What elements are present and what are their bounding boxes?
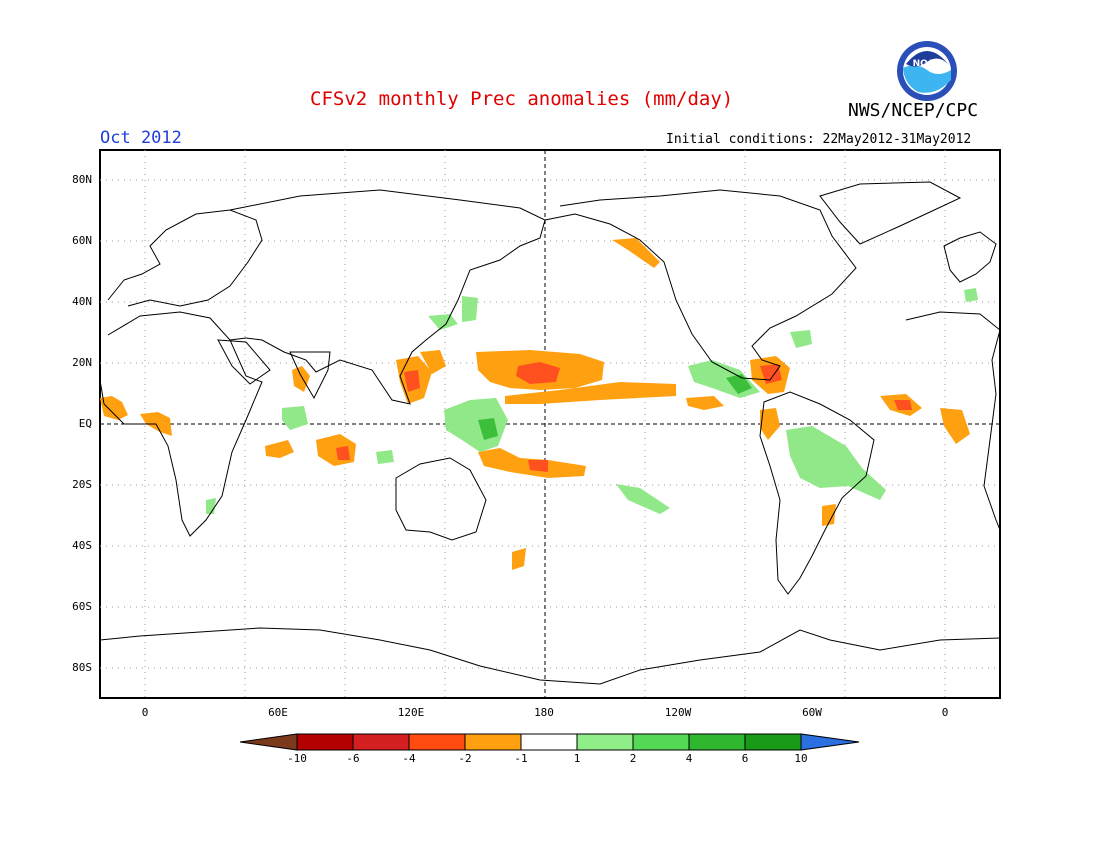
colorbar-swatch (296, 733, 354, 751)
dry-anomaly-africa-east-edge (940, 408, 970, 444)
wet-anomaly-south-pacific-convergence (616, 484, 670, 514)
strong-wet-maritime (478, 418, 498, 440)
colorbar-swatch (408, 733, 466, 751)
wet-anomaly-japan (462, 296, 478, 322)
lat-label-eq: EQ (78, 417, 92, 430)
strong-dry-west-pacific (516, 362, 560, 384)
lon-label-0: 0 (141, 706, 149, 719)
lat-label-40n: 40N (72, 295, 92, 308)
wet-anomaly-maritime-continent (444, 398, 508, 452)
coast-south-america (759, 391, 875, 595)
lat-label-80n: 80N (72, 173, 92, 186)
colorbar-label: -4 (402, 752, 416, 765)
coast-europe (107, 209, 263, 307)
anomaly-shading (100, 238, 978, 570)
wet-anomaly-caribbean (790, 330, 812, 348)
agency-label: NWS/NCEP/CPC (848, 100, 979, 121)
coast-africa-east-2 (905, 311, 1001, 531)
colorbar-label: 10 (794, 752, 808, 765)
wet-anomaly-indian-ocean (282, 406, 308, 430)
lon-label-120e: 120E (397, 706, 425, 719)
colorbar-arrow-right (800, 733, 860, 751)
dry-anomaly-colombia (760, 408, 780, 440)
lat-label-60n: 60N (72, 234, 92, 247)
strong-wet-central-america (726, 374, 752, 394)
colorbar-label: -1 (514, 752, 528, 765)
wet-anomaly-east-china-sea (428, 314, 458, 330)
colorbar-label: -6 (346, 752, 360, 765)
lat-label-80s: 80S (72, 661, 92, 674)
coast-australia (395, 457, 487, 541)
noaa-logo-text: NOAA (913, 59, 942, 69)
lon-label-120w: 120W (664, 706, 692, 719)
coast-greenland (819, 181, 962, 245)
coast-india (289, 351, 331, 400)
initial-conditions: Initial conditions: 22May2012-31May2012 (666, 132, 972, 147)
dry-anomaly-new-zealand (512, 548, 526, 570)
strong-dry-atlantic (894, 400, 912, 410)
lon-label-60e: 60E (268, 706, 288, 719)
colorbar-label: 4 (685, 752, 693, 765)
strong-dry-indian-ocean (336, 446, 350, 460)
wet-anomaly-sumatra (376, 450, 394, 464)
strong-dry-south-pacific (528, 460, 548, 472)
coastlines (99, 181, 1001, 685)
wet-anomaly-africa-south (206, 498, 216, 514)
lat-label-40s: 40S (72, 539, 92, 552)
colorbar-swatch (520, 733, 578, 751)
colorbar-swatch (464, 733, 522, 751)
colorbar-label: 1 (573, 752, 581, 765)
lon-label-0-east: 0 (941, 706, 949, 719)
dry-anomaly-alaska (612, 238, 660, 268)
coast-africa-east (943, 231, 997, 283)
colorbar-label: -10 (287, 752, 307, 765)
wet-anomaly-europe (964, 288, 978, 302)
colorbar-swatch (576, 733, 634, 751)
wet-anomaly-amazon (786, 426, 886, 500)
dry-anomaly-east-pacific (686, 396, 724, 410)
gridlines (100, 150, 1000, 698)
strong-dry-indochina (404, 370, 420, 392)
colorbar-arrow-left (239, 733, 298, 751)
coast-arabia (217, 339, 271, 385)
dry-anomaly-philippines (420, 350, 446, 374)
lon-label-180: 180 (534, 706, 554, 719)
colorbar-swatch (352, 733, 410, 751)
dry-anomaly-south-america-south (822, 504, 836, 526)
strong-dry-central-america (760, 364, 782, 384)
colorbar-swatch (744, 733, 802, 751)
colorbar-swatch (632, 733, 690, 751)
dry-anomaly-africa-west (100, 396, 128, 420)
coast-asia (229, 189, 546, 405)
dry-anomaly-indian-ocean-a (265, 440, 294, 458)
dry-anomaly-india-west (292, 366, 310, 392)
colorbar-label: 2 (629, 752, 637, 765)
coast-antarctica (99, 627, 1001, 685)
lat-label-20n: 20N (72, 356, 92, 369)
colorbar-label: 6 (741, 752, 749, 765)
forecast-month: Oct 2012 (100, 128, 182, 148)
colorbar-swatch (688, 733, 746, 751)
map-title: CFSv2 monthly Prec anomalies (mm/day) (310, 88, 734, 110)
lat-label-60s: 60S (72, 600, 92, 613)
dry-anomaly-itcz-band (505, 382, 676, 404)
lon-label-60w: 60W (802, 706, 822, 719)
colorbar-label: -2 (458, 752, 472, 765)
coast-africa (99, 311, 263, 537)
noaa-logo: NOAA (897, 41, 957, 101)
lat-label-20s: 20S (72, 478, 92, 491)
coast-north-america (544, 189, 857, 381)
